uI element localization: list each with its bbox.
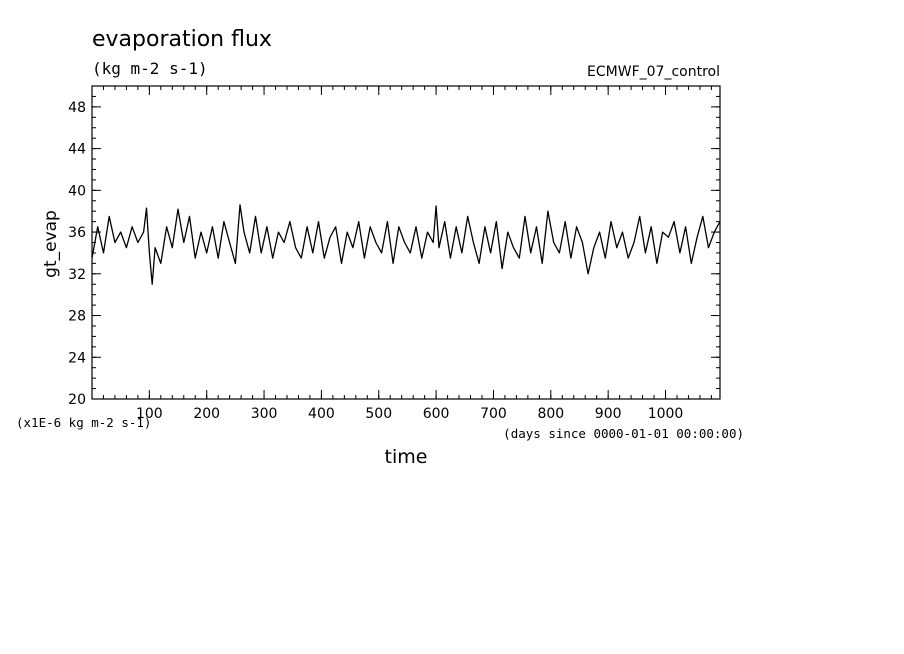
y-tick-label: 24	[68, 350, 86, 366]
y-tick-label: 44	[68, 142, 86, 158]
x-axis: 100 200 300 400 500 600 700 800 900 1000	[102, 86, 712, 422]
x-tick-label: 600	[423, 406, 450, 422]
x-tick-label: 700	[480, 406, 507, 422]
x-tick-label: 800	[537, 406, 564, 422]
x-tick-label: 300	[251, 406, 278, 422]
y-axis: 20 24 28 32 36 40 44 48	[68, 95, 720, 408]
y-tick-label: 48	[68, 100, 86, 116]
plot-frame	[91, 85, 721, 400]
y-tick-label: 20	[68, 392, 86, 408]
series-line	[91, 204, 721, 285]
x-tick-label: 500	[365, 406, 392, 422]
y-axis-label: gt_evap	[41, 210, 61, 278]
x-tick-label: 100	[136, 406, 163, 422]
chart-title: evaporation flux	[92, 27, 272, 52]
x-tick-label: 1000	[648, 406, 684, 422]
x-tick-label: 400	[308, 406, 335, 422]
y-scale-note: (x1E-6 kg m-2 s-1)	[16, 415, 151, 430]
x-units-note: (days since 0000-01-01 00:00:00)	[503, 426, 744, 441]
x-tick-label: 200	[193, 406, 220, 422]
y-tick-label: 36	[68, 225, 86, 241]
chart-subtitle: (kg m-2 s-1)	[92, 59, 208, 78]
x-axis-label: time	[385, 446, 428, 468]
y-tick-label: 40	[68, 183, 86, 199]
x-tick-label: 900	[595, 406, 622, 422]
y-tick-label: 28	[68, 309, 86, 325]
source-label: ECMWF_07_control	[587, 64, 720, 80]
y-tick-label: 32	[68, 267, 86, 283]
